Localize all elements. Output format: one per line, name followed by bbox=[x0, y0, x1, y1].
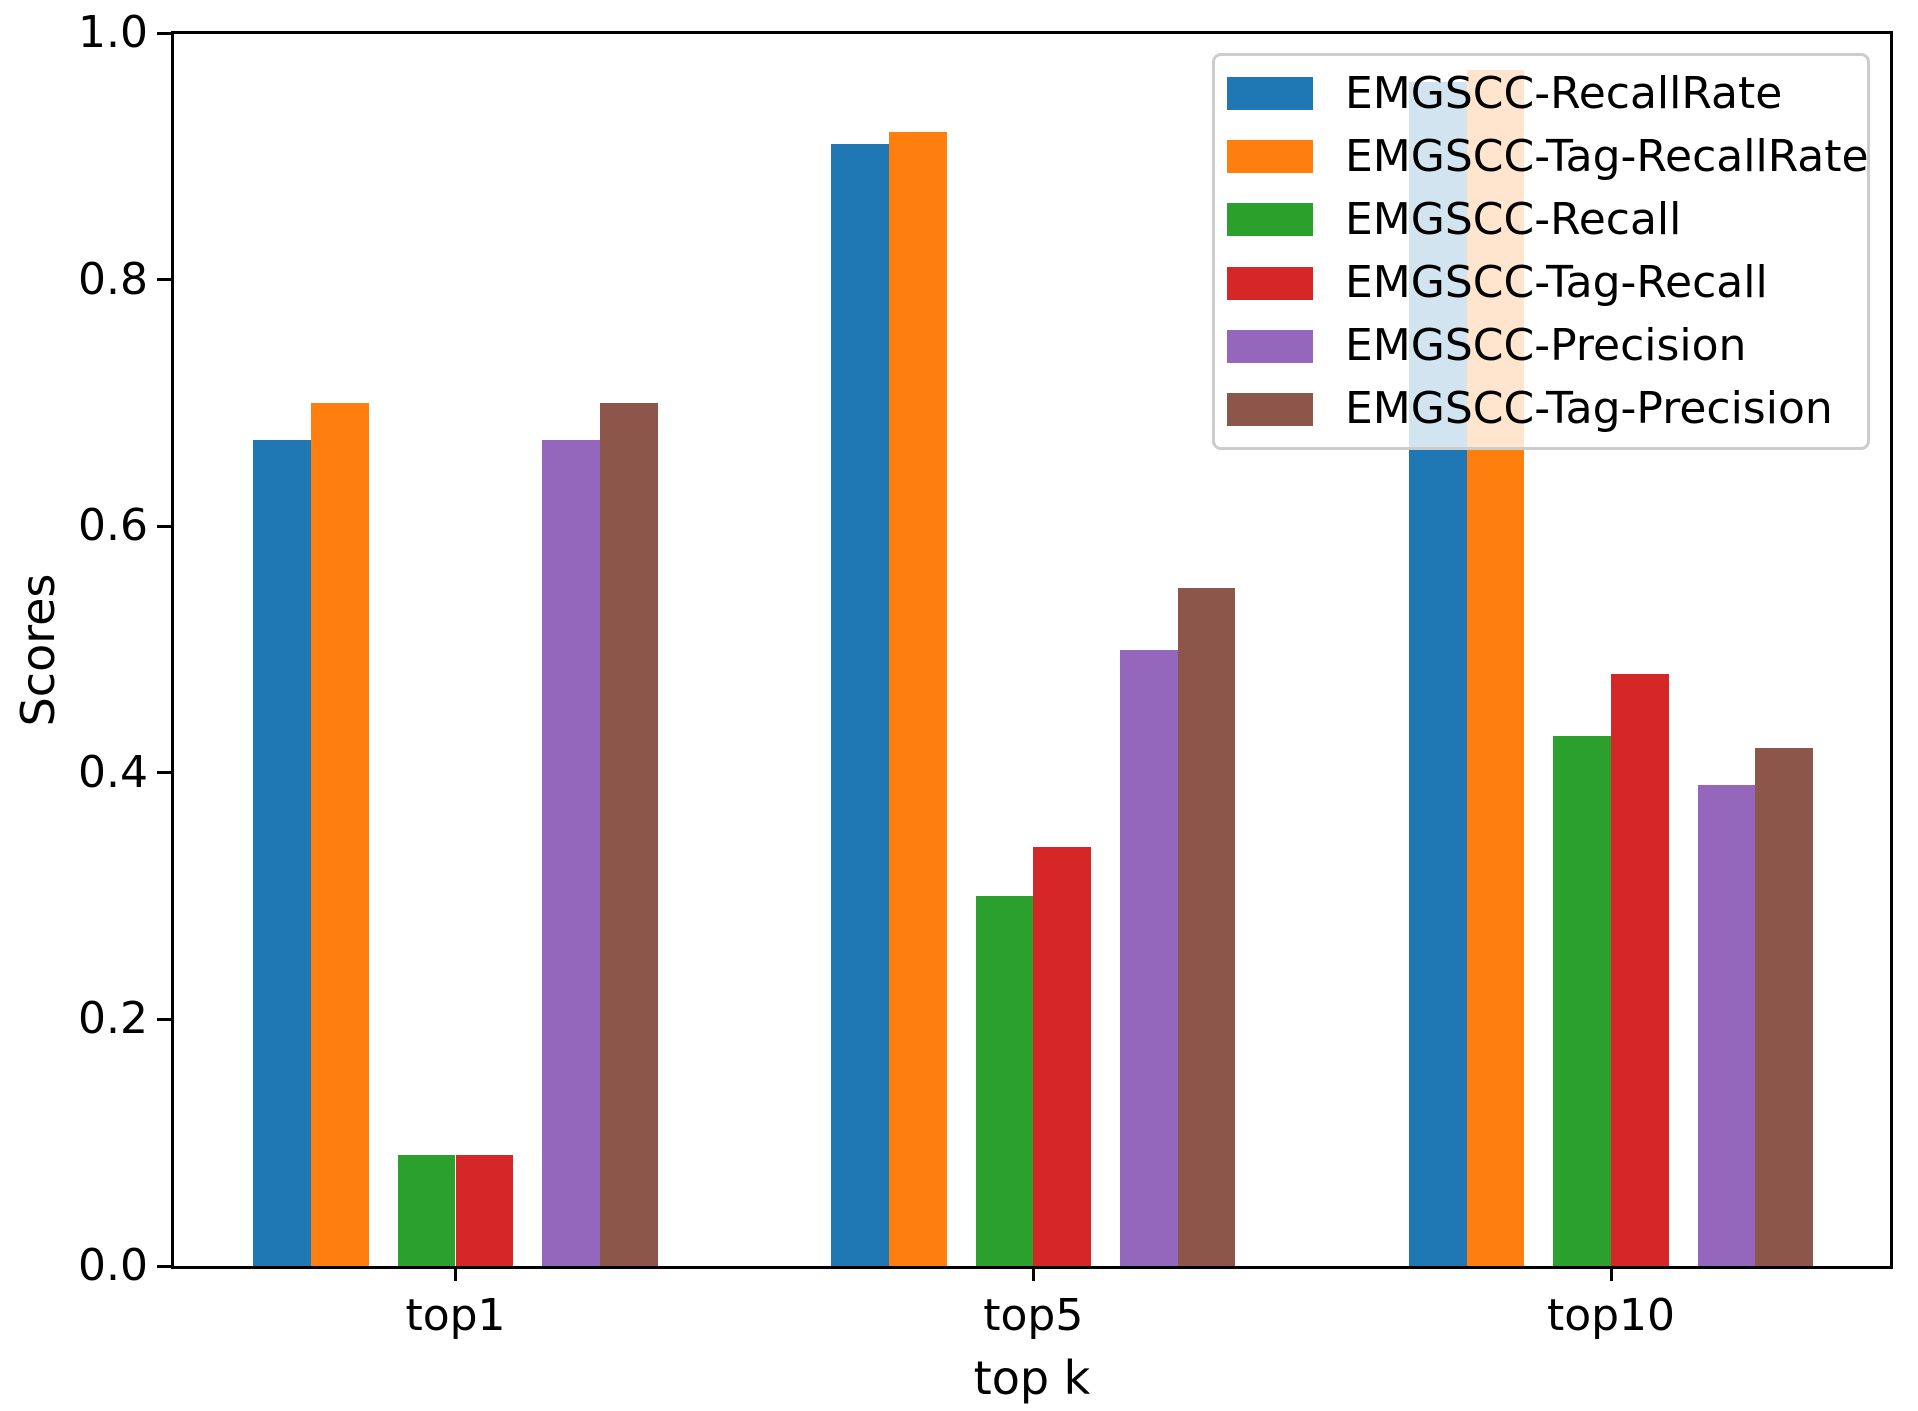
legend-row-EMGSCC-RecallRate: EMGSCC-RecallRate bbox=[1215, 62, 1867, 125]
legend-row-EMGSCC-Tag-Precision: EMGSCC-Tag-Precision bbox=[1215, 378, 1867, 441]
bar-top1-EMGSCC-RecallRate bbox=[253, 439, 312, 1266]
y-axis-label: Scores bbox=[11, 573, 65, 727]
bar-top5-EMGSCC-RecallRate bbox=[831, 144, 889, 1266]
y-tick-mark-0.0 bbox=[157, 1264, 172, 1268]
bar-top1-EMGSCC-Recall bbox=[397, 1155, 456, 1266]
legend-row-EMGSCC-Recall: EMGSCC-Recall bbox=[1215, 188, 1867, 251]
legend-label: EMGSCC-Tag-RecallRate bbox=[1345, 130, 1869, 182]
bar-top1-EMGSCC-Tag-Recall bbox=[455, 1155, 514, 1266]
bar-top5-EMGSCC-Recall bbox=[975, 896, 1034, 1266]
bar-top10-EMGSCC-Tag-Recall bbox=[1611, 674, 1669, 1266]
y-tick-label-1.0: 1.0 bbox=[78, 7, 148, 58]
legend: EMGSCC-RecallRate EMGSCC-Tag-RecallRate EM… bbox=[1212, 53, 1870, 450]
x-axis-label: top k bbox=[973, 1351, 1091, 1405]
bar-top5-EMGSCC-Tag-Precision bbox=[1177, 587, 1236, 1266]
y-tick-mark-0.4 bbox=[157, 771, 172, 775]
bar-top5-EMGSCC-Precision bbox=[1119, 649, 1178, 1266]
y-tick-label-0.2: 0.2 bbox=[78, 993, 148, 1045]
legend-swatch-icon bbox=[1227, 266, 1313, 300]
x-tick-label-top10: top10 bbox=[1546, 1290, 1676, 1341]
legend-swatch-icon bbox=[1227, 329, 1313, 363]
bar-top10-EMGSCC-Tag-Precision bbox=[1755, 748, 1814, 1266]
bar-top10-EMGSCC-Recall bbox=[1553, 735, 1611, 1266]
legend-label: EMGSCC-RecallRate bbox=[1345, 67, 1783, 119]
y-tick-label-0.8: 0.8 bbox=[78, 253, 148, 305]
bar-top1-EMGSCC-Tag-RecallRate bbox=[311, 402, 369, 1266]
y-tick-mark-0.8 bbox=[157, 278, 172, 282]
legend-swatch-icon bbox=[1227, 203, 1313, 237]
x-tick-mark-top5 bbox=[1031, 1266, 1035, 1281]
legend-swatch-icon bbox=[1227, 77, 1313, 111]
y-tick-label-0.0: 0.0 bbox=[78, 1240, 148, 1291]
x-tick-mark-top10 bbox=[1609, 1266, 1613, 1281]
legend-label: EMGSCC-Precision bbox=[1345, 320, 1747, 372]
bar-top5-EMGSCC-Tag-Recall bbox=[1033, 846, 1092, 1266]
legend-label: EMGSCC-Recall bbox=[1345, 193, 1682, 245]
bar-top10-EMGSCC-Precision bbox=[1697, 785, 1756, 1266]
y-tick-mark-0.6 bbox=[157, 524, 172, 528]
x-tick-label-top1: top1 bbox=[405, 1290, 506, 1341]
legend-row-EMGSCC-Tag-RecallRate: EMGSCC-Tag-RecallRate bbox=[1215, 125, 1869, 188]
y-tick-label-0.6: 0.6 bbox=[78, 500, 148, 552]
bar-top5-EMGSCC-Tag-RecallRate bbox=[888, 131, 947, 1266]
y-tick-label-0.4: 0.4 bbox=[78, 746, 148, 798]
x-tick-mark-top1 bbox=[454, 1266, 457, 1281]
y-tick-mark-1.0 bbox=[157, 31, 172, 35]
legend-swatch-icon bbox=[1227, 392, 1313, 426]
x-tick-label-top5: top5 bbox=[983, 1290, 1084, 1341]
legend-label: EMGSCC-Tag-Recall bbox=[1345, 257, 1768, 309]
y-tick-mark-0.2 bbox=[157, 1017, 172, 1021]
legend-label: EMGSCC-Tag-Precision bbox=[1345, 383, 1833, 435]
legend-row-EMGSCC-Tag-Recall: EMGSCC-Tag-Recall bbox=[1215, 252, 1867, 315]
bar-top1-EMGSCC-Tag-Precision bbox=[599, 402, 658, 1266]
legend-swatch-icon bbox=[1227, 140, 1313, 174]
legend-row-EMGSCC-Precision: EMGSCC-Precision bbox=[1215, 315, 1867, 378]
bar-top1-EMGSCC-Precision bbox=[542, 439, 600, 1266]
